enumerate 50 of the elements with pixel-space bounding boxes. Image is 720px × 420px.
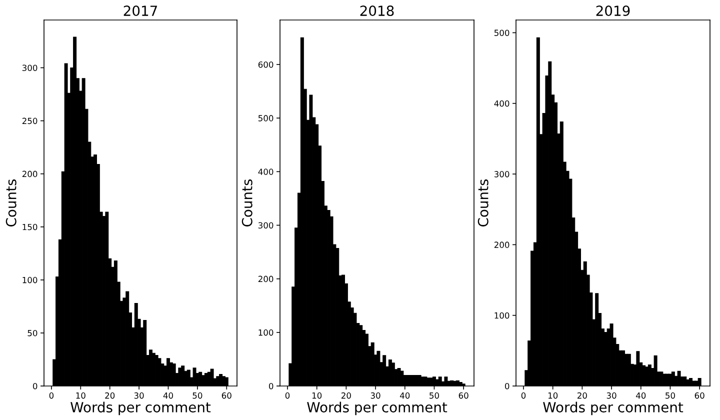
y-tick-label: 0 [32,382,38,390]
x-tick-label: 40 [400,392,410,399]
y-tick-label: 400 [258,168,274,175]
y-tick-label: 200 [258,276,274,282]
y-tick-label: 600 [258,61,274,68]
x-tick-label: 50 [192,392,202,399]
y-tick-label: 250 [22,118,38,124]
y-tick-label: 50 [28,330,38,336]
y-tick-label: 200 [22,170,38,178]
x-tick-label: 50 [666,392,675,399]
x-tick-label: 40 [636,392,646,399]
x-tick-label: 20 [105,392,115,399]
chart-title: 2017 [124,6,157,16]
chart-title: 2018 [360,6,394,16]
y-tick-label: 400 [494,100,510,107]
chart-title: 2019 [596,6,630,16]
y-tick-label: 300 [258,222,274,229]
y-axis-title: Counts [242,179,252,226]
x-tick-label: 0 [285,392,290,399]
x-tick-label: 60 [694,392,704,399]
y-tick-label: 100 [22,276,38,284]
x-tick-label: 30 [134,392,144,399]
y-tick-label: 500 [494,30,510,36]
y-tick-label: 200 [494,242,510,248]
x-axis-title: Words per comment [543,402,684,416]
x-tick-label: 30 [606,392,616,399]
y-tick-label: 150 [22,224,38,230]
y-axis-title: Counts [478,179,488,226]
x-tick-label: 20 [341,392,351,399]
x-tick-label: 10 [312,392,322,399]
x-tick-label: 20 [577,392,587,399]
x-tick-label: 0 [49,392,54,399]
x-tick-label: 30 [370,392,380,399]
x-axis-title: Words per comment [307,402,448,416]
y-axis-title: Counts [6,179,16,226]
y-tick-label: 0 [504,382,510,390]
y-tick-label: 0 [268,382,274,390]
y-tick-label: 300 [22,64,38,72]
y-tick-label: 300 [494,171,510,178]
x-tick-label: 50 [430,392,439,399]
x-axis-title: Words per comment [70,402,211,416]
x-tick-label: 10 [548,392,558,399]
x-tick-label: 0 [521,392,526,399]
x-tick-label: 60 [458,392,468,399]
y-tick-label: 500 [258,115,274,122]
y-tick-label: 100 [258,329,274,336]
y-tick-label: 100 [494,312,510,319]
x-tick-label: 60 [222,392,232,399]
x-tick-label: 40 [163,392,173,399]
x-tick-label: 10 [76,392,86,399]
